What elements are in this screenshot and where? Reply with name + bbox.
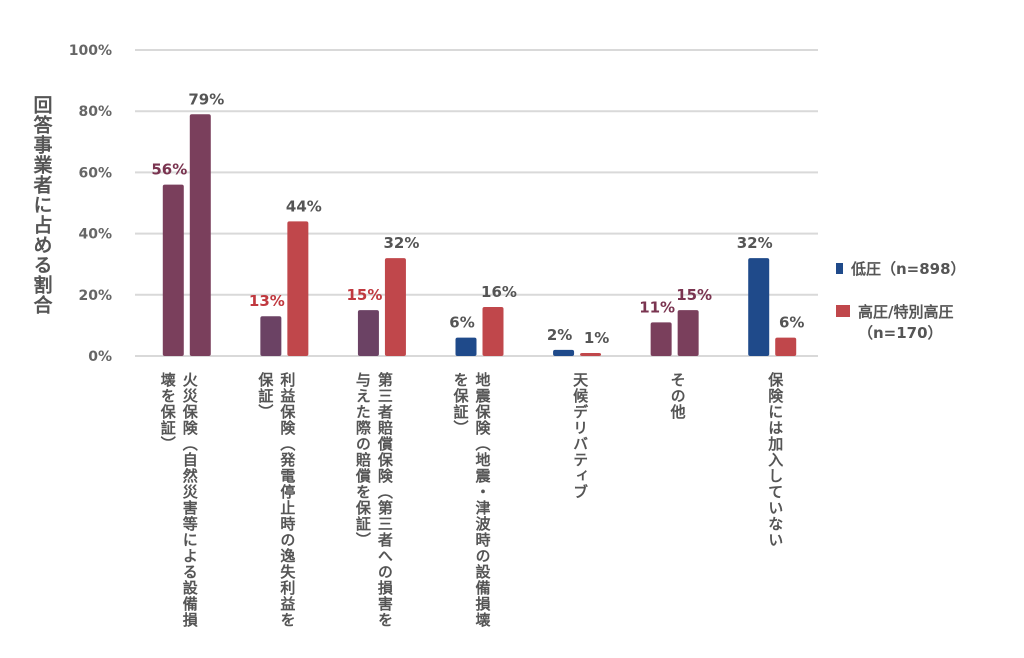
gridlines xyxy=(135,49,818,357)
y-axis-ticks: 0% 20% 40% 60% 80% 100% xyxy=(69,43,112,365)
y-tick-label: 20% xyxy=(78,288,112,304)
legend-swatch-low-voltage xyxy=(836,263,843,274)
bar-high-voltage xyxy=(384,258,406,356)
x-tick-label: 地震保険（地震・津波時の設備損壊を保証） xyxy=(451,372,492,628)
data-label-high-voltage: 16% xyxy=(481,283,517,301)
x-tick-label: 天候デリバティブ xyxy=(571,372,590,500)
data-label-high-voltage: 6% xyxy=(779,314,804,332)
bar-low-voltage xyxy=(553,349,575,356)
data-label-low-voltage: 15% xyxy=(346,286,382,304)
y-axis-title-wrap: 回答事業者に占める割合 xyxy=(22,90,62,320)
data-label-high-voltage: 44% xyxy=(286,197,322,215)
data-labels: 56%79%13%44%15%32%6%16%2% 1%11%15%32%6% xyxy=(151,90,804,347)
x-tick-label: 保険には加入していない xyxy=(766,372,785,548)
legend-label-low-voltage: 低圧（n=898） xyxy=(851,260,966,278)
data-label-low-voltage: 2% xyxy=(547,326,572,344)
data-label-high-voltage: 32% xyxy=(383,234,419,252)
bar-high-voltage xyxy=(482,307,504,356)
bar-high-voltage xyxy=(775,337,797,356)
bar-high-voltage xyxy=(580,352,602,356)
bar-low-voltage xyxy=(650,322,672,356)
x-tick-label: 火災保険（自然災害等による設備損壊を保証） xyxy=(158,372,199,628)
y-tick-label: 80% xyxy=(78,104,112,120)
data-label-low-voltage: 11% xyxy=(639,298,675,316)
bars xyxy=(162,114,797,356)
legend-label-high-voltage-line1: 高圧/特別高圧 xyxy=(858,303,954,321)
legend-item-high-voltage: 高圧/特別高圧 （n=170） xyxy=(836,301,966,343)
x-tick-label: 利益保険（発電停止時の逸失利益を保証） xyxy=(256,372,297,628)
bar-low-voltage xyxy=(162,184,184,356)
data-label-low-voltage: 13% xyxy=(249,292,285,310)
bar-low-voltage xyxy=(357,310,379,356)
data-label-high-voltage: 15% xyxy=(676,286,712,304)
bar-high-voltage xyxy=(677,310,699,356)
data-label-high-voltage: 1% xyxy=(584,329,609,347)
data-label-low-voltage: 6% xyxy=(449,314,474,332)
data-label-low-voltage: 56% xyxy=(151,161,187,179)
y-axis-title: 回答事業者に占める割合 xyxy=(30,95,53,315)
bar-low-voltage xyxy=(748,258,770,356)
y-tick-label: 40% xyxy=(78,227,112,243)
bar-low-voltage xyxy=(455,337,477,356)
data-label-high-voltage: 79% xyxy=(188,90,224,108)
legend-label-high-voltage: 高圧/特別高圧 （n=170） xyxy=(858,301,953,343)
legend-label-high-voltage-line2: （n=170） xyxy=(858,324,943,342)
bar-low-voltage xyxy=(260,316,282,356)
y-tick-label: 100% xyxy=(69,43,112,59)
data-label-low-voltage: 32% xyxy=(737,234,773,252)
legend: 低圧（n=898） 高圧/特別高圧 （n=170） xyxy=(836,258,966,365)
bar-high-voltage xyxy=(287,221,309,356)
legend-swatch-high-voltage xyxy=(836,305,850,317)
y-tick-label: 60% xyxy=(78,165,112,181)
y-tick-label: 0% xyxy=(88,349,112,365)
x-tick-label: 第三者賠償保険（第三者への損害を与えた際の賠償を保証） xyxy=(353,372,394,628)
bar-high-voltage xyxy=(189,114,211,356)
x-tick-label: その他 xyxy=(668,372,687,420)
legend-item-low-voltage: 低圧（n=898） xyxy=(836,258,966,279)
